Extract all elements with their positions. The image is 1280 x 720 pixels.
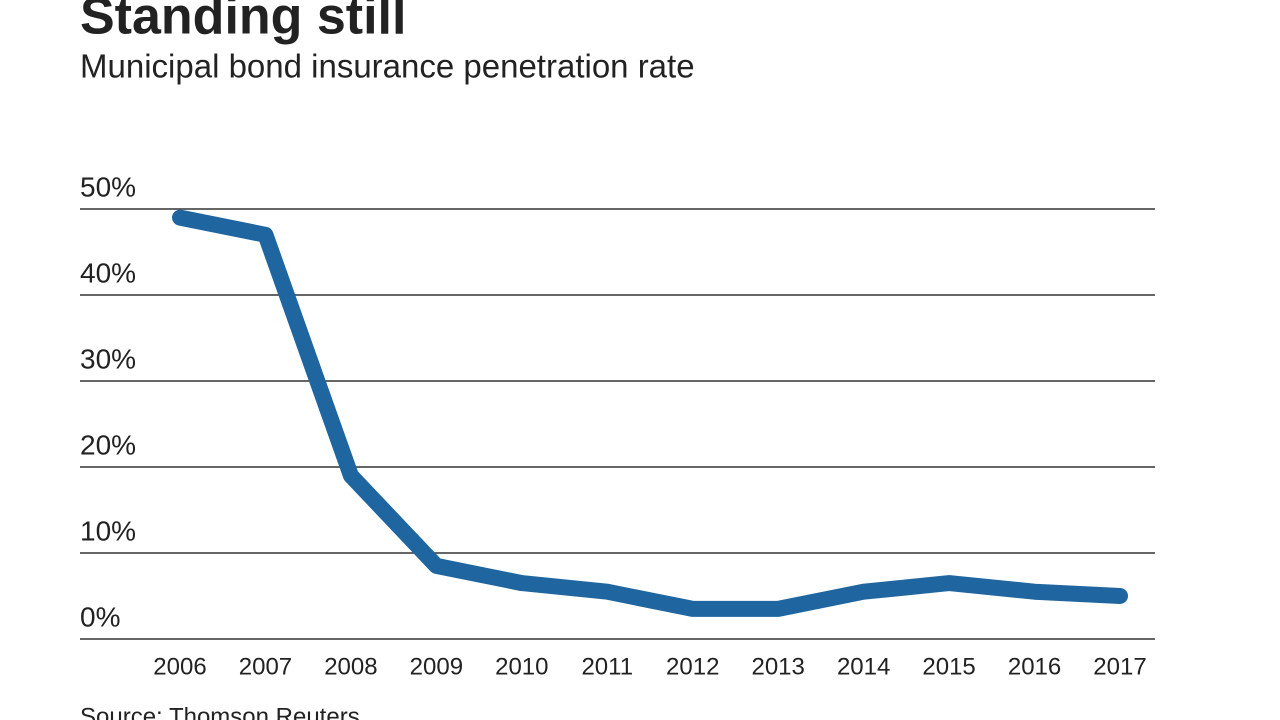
- y-tick-label: 50%: [80, 171, 136, 202]
- x-tick-label: 2010: [495, 653, 548, 680]
- x-tick-label: 2008: [324, 653, 377, 680]
- chart-subtitle: Municipal bond insurance penetration rat…: [80, 48, 695, 85]
- x-tick-label: 2016: [1008, 653, 1061, 680]
- y-tick-label: 30%: [80, 343, 136, 374]
- x-tick-label: 2007: [239, 653, 292, 680]
- x-tick-label: 2011: [581, 653, 633, 680]
- chart-title: Standing still: [80, 0, 406, 46]
- x-tick-label: 2009: [410, 653, 463, 680]
- x-tick-label: 2015: [922, 653, 975, 680]
- x-tick-label: 2012: [666, 653, 719, 680]
- y-tick-label: 20%: [80, 429, 136, 460]
- x-tick-label: 2013: [751, 653, 804, 680]
- data-line: [172, 209, 1128, 617]
- y-tick-label: 40%: [80, 257, 136, 288]
- x-tick-label: 2014: [837, 653, 890, 680]
- x-tick-label: 2017: [1093, 653, 1146, 680]
- x-tick-label: 2006: [153, 653, 206, 680]
- y-tick-label: 10%: [80, 515, 136, 546]
- y-tick-label: 0%: [80, 601, 120, 632]
- source: Source: Thomson Reuters: [80, 703, 360, 720]
